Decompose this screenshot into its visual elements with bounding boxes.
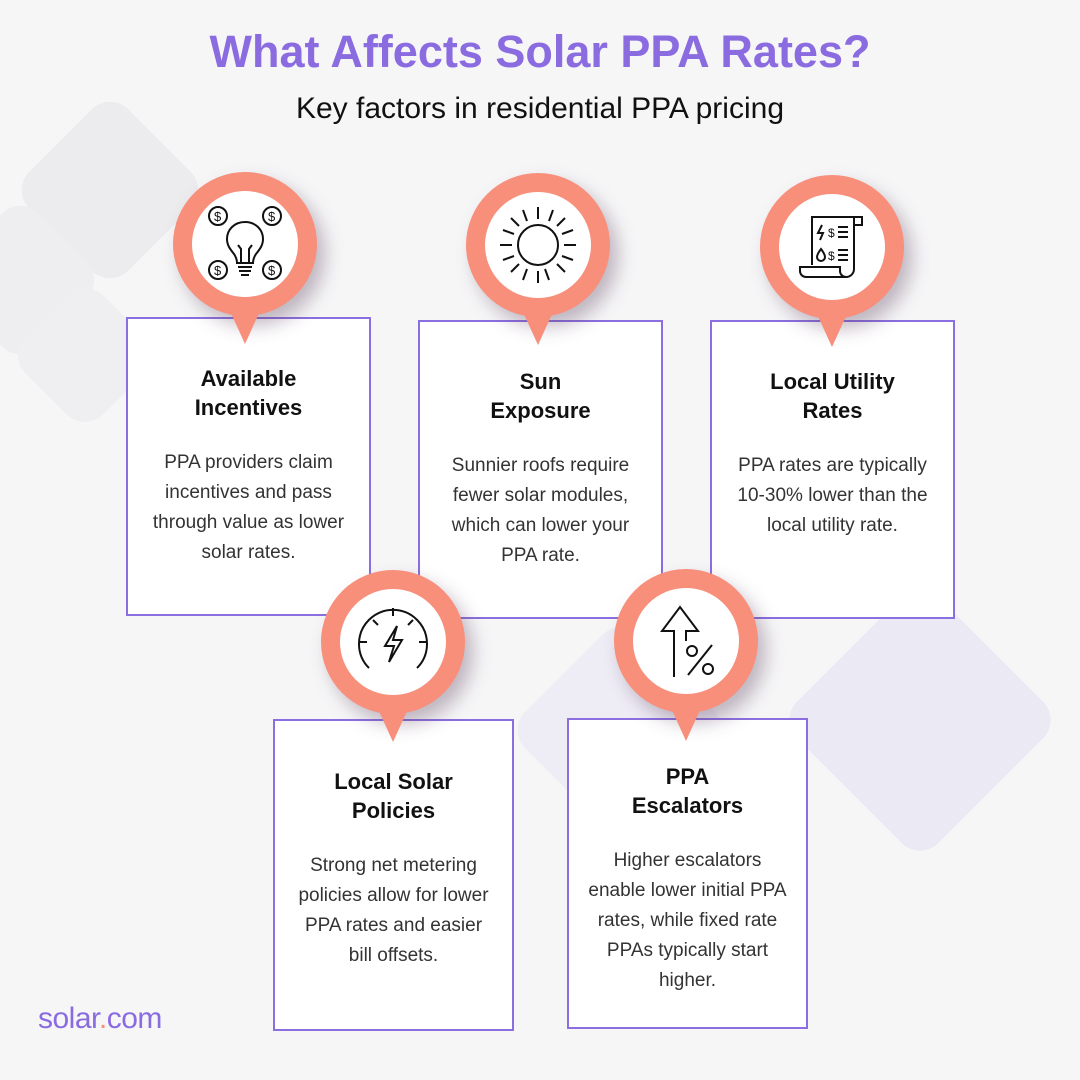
- card-body: PPA rates are typically 10-30% lower tha…: [737, 455, 928, 536]
- card-body: Higher escalators enable lower initial P…: [588, 850, 787, 991]
- card-body: Strong net metering policies allow for l…: [298, 855, 489, 966]
- pin-escalators: [614, 569, 758, 743]
- pin-incentives: $ $ $ $: [173, 172, 317, 346]
- gauge-lightning-icon: [358, 608, 428, 669]
- card-title: Available Incentives: [194, 366, 303, 420]
- svg-text:$: $: [268, 209, 276, 224]
- bg-shape: [778, 578, 1062, 862]
- utility-bill-icon: $$: [799, 216, 863, 278]
- card-ppa-escalators: PPA Escalators Higher escalators enable …: [567, 718, 808, 1029]
- sun-icon: [500, 207, 576, 283]
- card-sun-exposure: Sun Exposure Sunnier roofs require fewer…: [418, 320, 663, 619]
- card-title: Local Solar Policies: [334, 769, 453, 823]
- page-subtitle: Key factors in residential PPA pricing: [295, 92, 784, 125]
- solar-com-logo: solar.com: [38, 1002, 162, 1035]
- svg-text:$: $: [214, 209, 222, 224]
- pin-utility: $ $: [760, 175, 904, 349]
- arrow-up-percent-icon: [660, 605, 714, 677]
- card-body: Sunnier roofs require fewer solar module…: [451, 455, 630, 566]
- card-local-utility-rates: Local Utility Rates PPA rates are typica…: [710, 320, 955, 619]
- pin-sun: [466, 173, 610, 347]
- svg-text:$: $: [268, 263, 276, 278]
- card-title: PPA Escalators: [631, 764, 744, 818]
- svg-text:$: $: [214, 263, 222, 278]
- svg-text:$: $: [828, 249, 835, 263]
- lightbulb-dollar-icon: $ $ $ $: [208, 206, 282, 280]
- card-available-incentives: Available Incentives PPA providers claim…: [126, 317, 371, 616]
- page-title: What Affects Solar PPA Rates?: [209, 26, 871, 77]
- pin-policies: [321, 570, 465, 744]
- card-title: Local Utility Rates: [770, 369, 895, 423]
- card-local-solar-policies: Local Solar Policies Strong net metering…: [273, 719, 514, 1031]
- card-body: PPA providers claim incentives and pass …: [152, 452, 345, 563]
- card-title: Sun Exposure: [490, 369, 591, 423]
- svg-text:$: $: [828, 226, 835, 240]
